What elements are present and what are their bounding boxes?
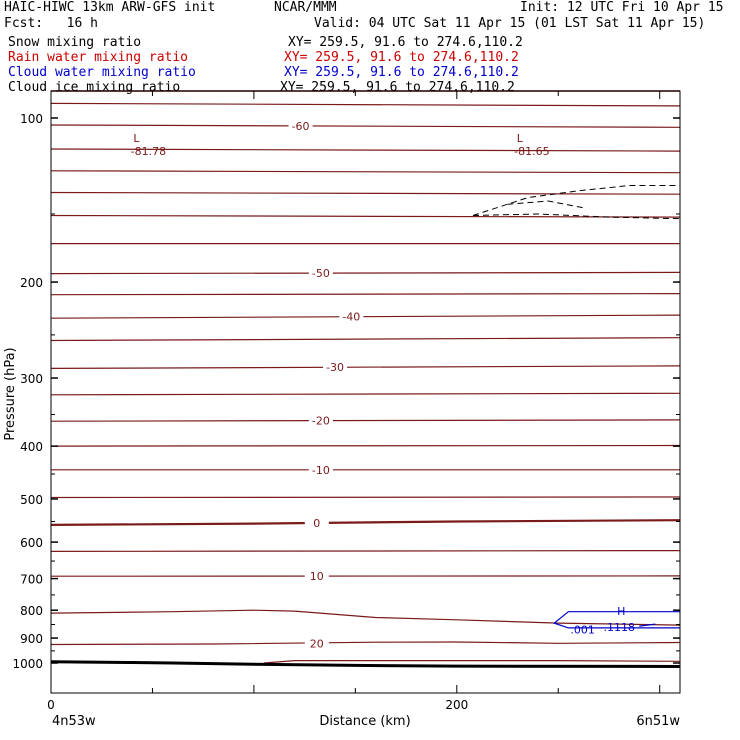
temperature-contour xyxy=(50,271,681,275)
temperature-contour-label: 0 xyxy=(313,517,320,530)
x-right-endpoint-label: 6n51w xyxy=(636,714,680,729)
x-axis-label: Distance (km) xyxy=(319,714,410,729)
field-cloud-water-xy: XY= 259.5, 91.6 to 274.6,110.2 xyxy=(284,65,519,80)
low-marker: L xyxy=(133,132,140,145)
contour-label-background xyxy=(308,462,333,476)
temperature-contour-label: -30 xyxy=(326,361,344,374)
low-value-label: -81.78 xyxy=(131,145,166,158)
temperature-contour xyxy=(50,419,681,422)
contour-line xyxy=(50,444,681,447)
contour-label-background xyxy=(288,118,313,132)
contour-line xyxy=(50,170,681,174)
temperature-contour-label: 20 xyxy=(310,638,324,651)
y-tick-label: 700 xyxy=(20,573,43,587)
y-tick-label: 200 xyxy=(20,276,43,290)
y-tick-label: 300 xyxy=(20,372,43,386)
temperature-contour xyxy=(50,641,681,646)
field-snow-xy: XY= 259.5, 91.6 to 274.6,110.2 xyxy=(288,35,523,50)
forecast-hour: Fcst: 16 h xyxy=(4,16,98,31)
y-axis-label: Pressure (hPa) xyxy=(3,347,18,440)
plot-frame xyxy=(50,90,681,694)
y-tick-label: 800 xyxy=(20,604,43,618)
field-rain-name: Rain water mixing ratio xyxy=(8,50,189,65)
contour-line xyxy=(50,609,681,626)
terrain-line xyxy=(50,660,681,668)
temperature-contour-label: -40 xyxy=(342,311,360,324)
low-value-label: -81.65 xyxy=(514,145,549,158)
contour-line xyxy=(50,293,681,296)
y-tick-label: 900 xyxy=(20,632,43,646)
x-left-endpoint-label: 4n53w xyxy=(52,714,96,729)
y-tick-label: 600 xyxy=(20,536,43,550)
contour-line xyxy=(50,102,681,107)
contour-line xyxy=(263,660,681,664)
valid-time: Valid: 04 UTC Sat 11 Apr 15 (01 LST Sat … xyxy=(314,16,706,31)
contour-label-background xyxy=(339,309,364,323)
cloud-water-contour-label: .001 xyxy=(570,623,595,636)
temperature-contour xyxy=(50,365,681,369)
field-cloud-water-name: Cloud water mixing ratio xyxy=(8,65,196,80)
contour-line xyxy=(50,496,681,499)
cloud-water-max-marker: H xyxy=(617,605,625,618)
dashed-contour xyxy=(472,185,680,216)
field-snow-name: Snow mixing ratio xyxy=(8,35,142,50)
temperature-contour-label: 10 xyxy=(310,570,324,583)
contour-line xyxy=(50,550,681,552)
contour-line xyxy=(50,337,681,342)
y-tick-label: 100 xyxy=(20,112,43,126)
y-tick-label: 400 xyxy=(20,440,43,454)
dashed-contour xyxy=(472,213,681,220)
dashed-contour xyxy=(507,200,583,209)
x-tick-label: 200 xyxy=(445,698,468,712)
temperature-contour-label: -50 xyxy=(312,267,330,280)
contour-line xyxy=(50,214,681,218)
temperature-contour xyxy=(50,519,681,526)
contour-line xyxy=(50,148,681,152)
y-tick-label: 1000 xyxy=(12,657,43,671)
contour-line xyxy=(50,191,681,195)
y-tick-label: 500 xyxy=(20,493,43,507)
cloud-water-max-tick xyxy=(639,623,656,627)
cloud-water-contour xyxy=(552,611,680,629)
temperature-contour-label: -10 xyxy=(312,464,330,477)
field-rain-xy: XY= 259.5, 91.6 to 274.6,110.2 xyxy=(284,50,519,65)
temperature-contour-label: -60 xyxy=(292,120,310,133)
init-time: Init: 12 UTC Fri 10 Apr 15 xyxy=(520,0,724,15)
contour-label-background xyxy=(308,266,333,280)
low-marker: L xyxy=(517,132,524,145)
contour-label-background xyxy=(304,515,329,529)
contour-label-background xyxy=(323,360,348,374)
x-tick-label: 0 xyxy=(47,698,55,712)
temperature-contour-label: -20 xyxy=(312,415,330,428)
contour-line xyxy=(50,392,681,396)
cloud-water-max-value: .1118 xyxy=(604,621,636,634)
temperature-contour xyxy=(50,124,681,128)
organization-label: NCAR/MMM xyxy=(274,0,337,15)
temperature-contour xyxy=(50,314,681,319)
plot-title: HAIC-HIWC 13km ARW-GFS init xyxy=(4,0,216,15)
contour-label-background xyxy=(308,413,333,427)
contour-label-background xyxy=(304,569,329,583)
contour-label-background xyxy=(304,636,329,650)
